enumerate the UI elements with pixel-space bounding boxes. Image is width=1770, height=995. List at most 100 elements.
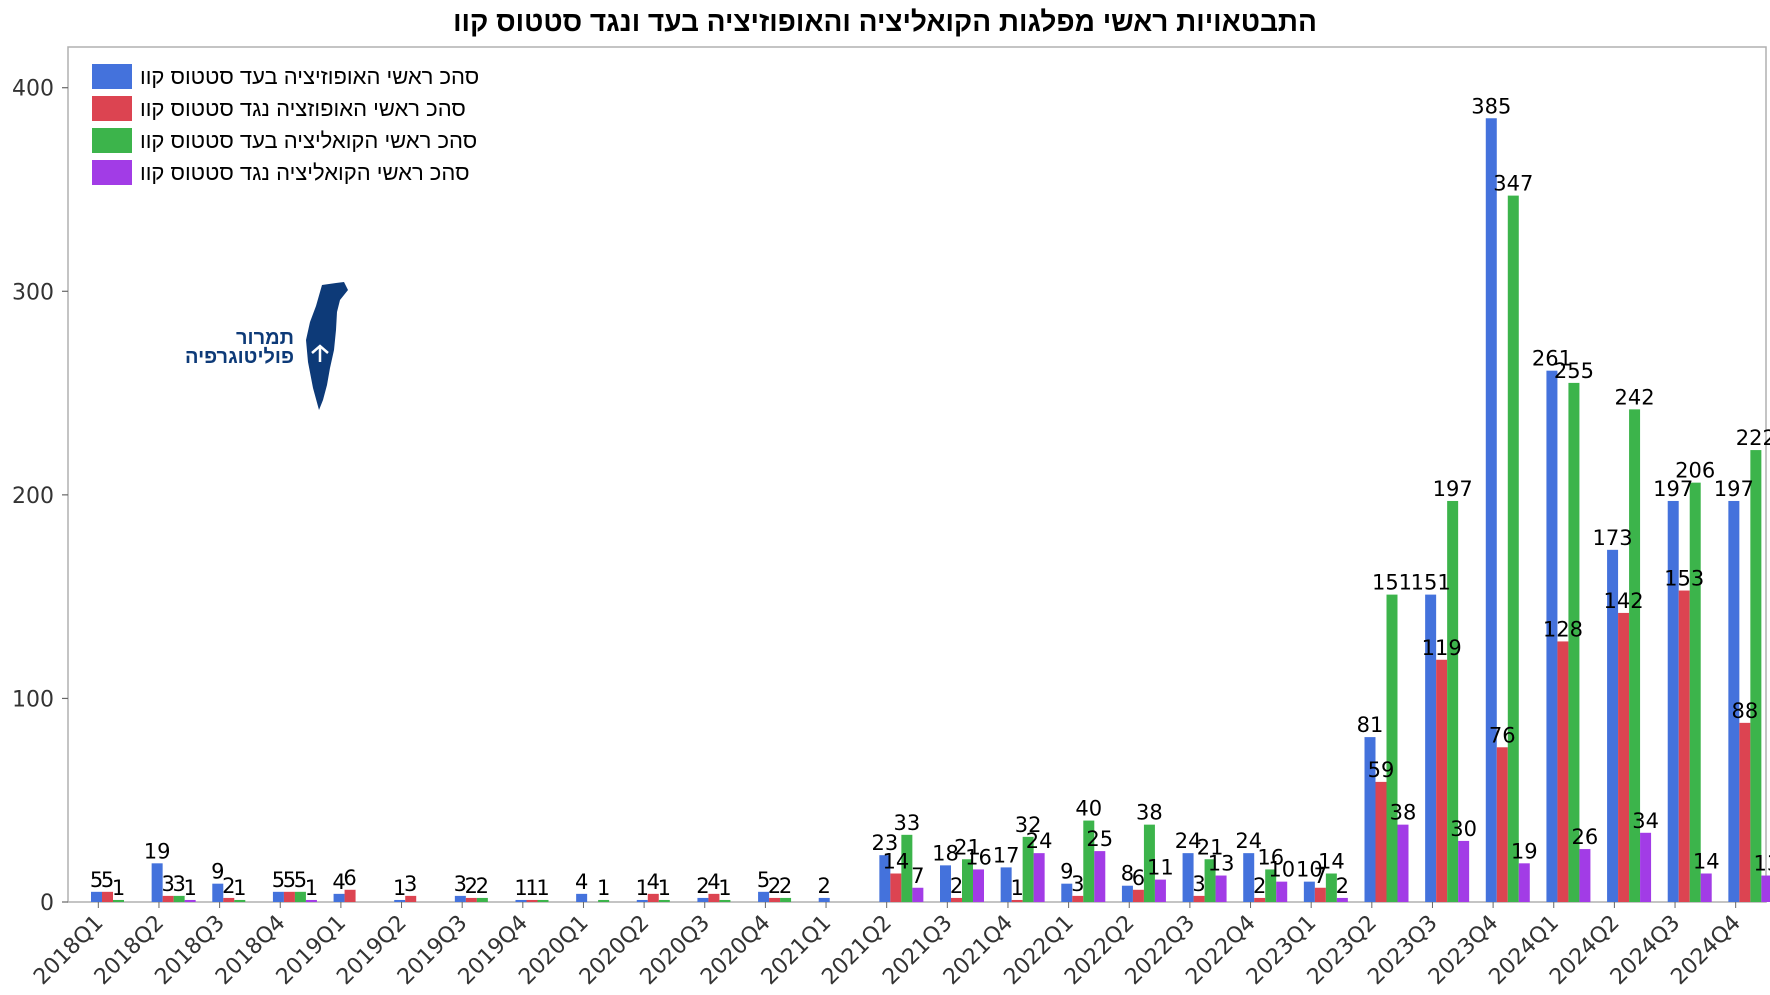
bar <box>1568 382 1580 903</box>
bar <box>1364 737 1376 902</box>
bar <box>1739 722 1751 902</box>
data-label: 26 <box>1572 825 1599 849</box>
data-label: 4 <box>575 870 588 894</box>
data-label: 4 <box>647 870 660 894</box>
data-label: 222 <box>1736 426 1770 450</box>
bar <box>1011 899 1023 902</box>
y-tick-label: 300 <box>12 280 54 305</box>
data-label: 3 <box>1071 872 1084 896</box>
data-label: 5 <box>101 868 114 892</box>
bar <box>1000 867 1012 902</box>
data-label: 88 <box>1731 699 1758 723</box>
bar <box>1143 824 1155 902</box>
data-label: 2 <box>779 874 792 898</box>
data-label: 6 <box>1132 866 1145 890</box>
bar <box>1728 500 1740 902</box>
data-label: 13 <box>1753 852 1770 876</box>
bar <box>901 834 913 902</box>
bar <box>1336 897 1348 902</box>
bar <box>658 899 670 902</box>
bar <box>1094 851 1106 902</box>
data-label: 1 <box>305 876 318 900</box>
data-label: 3 <box>454 872 467 896</box>
bar <box>1689 482 1701 902</box>
data-label: 173 <box>1593 526 1633 550</box>
bar <box>1425 594 1437 902</box>
data-label: 1 <box>525 876 538 900</box>
bar <box>283 891 295 902</box>
bar <box>173 895 185 902</box>
bar <box>515 899 527 902</box>
bar <box>1618 612 1630 902</box>
data-label: 2 <box>950 874 963 898</box>
data-label: 242 <box>1615 385 1655 409</box>
data-label: 32 <box>1015 813 1042 837</box>
bar <box>1325 873 1337 902</box>
bar <box>951 897 962 902</box>
data-label: 2 <box>1336 874 1349 898</box>
bar <box>973 869 984 902</box>
data-label: 347 <box>1493 172 1533 196</box>
bar <box>576 893 588 902</box>
bar <box>1022 836 1034 902</box>
logo: תמרור פוליטוגרפיה <box>185 282 348 410</box>
data-label: 8 <box>1121 862 1134 886</box>
data-label: 5 <box>294 868 307 892</box>
data-label: 21 <box>954 835 981 859</box>
data-label: 197 <box>1714 477 1754 501</box>
data-label: 255 <box>1554 359 1594 383</box>
data-label: 18 <box>932 841 959 865</box>
data-label: 151 <box>1411 571 1451 595</box>
data-label: 197 <box>1433 477 1473 501</box>
chart-title: התבטאויות ראשי מפלגות הקואליציה והאופוזי… <box>453 6 1317 37</box>
bar <box>454 895 466 902</box>
bar <box>890 873 902 902</box>
bar <box>719 899 731 902</box>
data-label: 14 <box>882 850 909 874</box>
data-label: 2 <box>465 874 478 898</box>
data-label: 142 <box>1604 589 1644 613</box>
bar <box>113 899 124 902</box>
bar <box>151 863 163 902</box>
compass-icon <box>311 344 329 362</box>
data-label: 261 <box>1532 347 1572 371</box>
data-label: 38 <box>1136 801 1163 825</box>
data-label: 24 <box>1235 829 1262 853</box>
legend: סהכ ראשי האופוזיציה בעד סטטוס קוו סהכ ראש… <box>92 64 479 185</box>
bar <box>879 855 891 902</box>
data-label: 151 <box>1372 571 1412 595</box>
x-tick-labels: 2018Q12018Q22018Q32018Q42019Q12019Q22019… <box>29 902 1746 990</box>
data-label: 16 <box>965 845 992 869</box>
data-label: 2 <box>222 874 235 898</box>
data-label: 2 <box>696 874 709 898</box>
bar <box>465 897 477 902</box>
data-label: 2 <box>818 874 831 898</box>
data-label: 206 <box>1675 459 1715 483</box>
data-label: 2 <box>1253 874 1266 898</box>
data-label: 1 <box>1010 876 1023 900</box>
bar <box>758 891 770 902</box>
bar <box>1072 895 1084 902</box>
bar <box>1303 881 1315 902</box>
bar <box>1750 450 1762 902</box>
data-label: 21 <box>1197 835 1224 859</box>
logo-line-1: תמרור <box>236 327 294 349</box>
legend-item: סהכ ראשי האופוזיציה בעד סטטוס קוו <box>140 64 479 89</box>
data-label: 3 <box>161 872 174 896</box>
legend-swatch <box>92 96 132 121</box>
bar <box>1700 873 1712 902</box>
data-label: 1 <box>393 876 406 900</box>
data-label: 25 <box>1086 827 1113 851</box>
bar <box>1485 118 1497 902</box>
data-label: 197 <box>1653 477 1693 501</box>
bar <box>1507 195 1519 902</box>
data-label: 3 <box>404 872 417 896</box>
data-label: 128 <box>1543 617 1583 641</box>
bar <box>1154 879 1166 902</box>
bar <box>1375 781 1387 902</box>
data-label: 14 <box>1318 850 1345 874</box>
data-label: 9 <box>1060 860 1073 884</box>
y-tick-label: 200 <box>12 484 54 509</box>
bar <box>818 897 830 902</box>
